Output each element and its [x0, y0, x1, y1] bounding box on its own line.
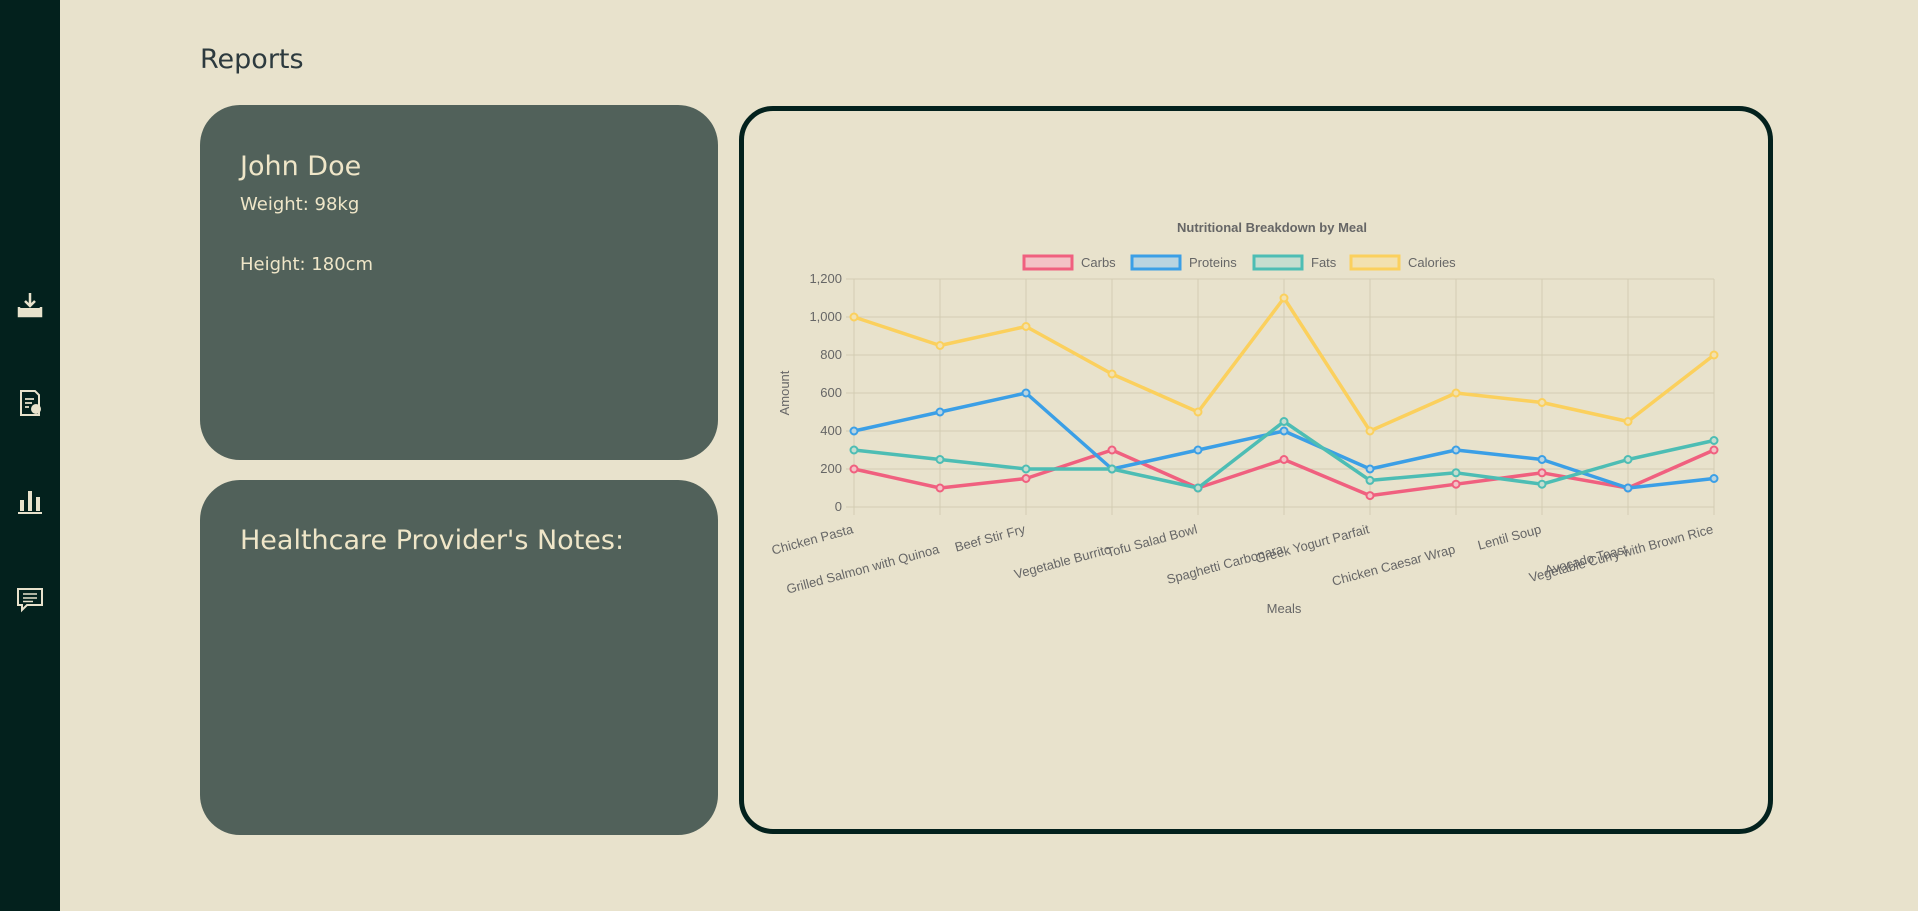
report-document-icon[interactable] [12, 385, 48, 421]
x-tick-label: Chicken Pasta [770, 521, 856, 557]
legend-label-calories: Calories [1408, 255, 1456, 270]
data-point-fats [1537, 479, 1547, 489]
data-point-carbs [1279, 455, 1289, 464]
legend-label-carbs: Carbs [1081, 255, 1116, 270]
y-tick-label: 600 [820, 385, 842, 400]
x-tick-label: Chicken Caesar Wrap [1330, 541, 1456, 588]
chart-panel: Nutritional Breakdown by Meal Carbs Protei… [739, 106, 1773, 834]
data-point-carbs [1537, 468, 1547, 478]
data-point-carbs [935, 483, 945, 493]
data-point-calories [1021, 322, 1031, 331]
data-point-proteins [1537, 455, 1547, 464]
x-axis-title: Meals [1267, 601, 1302, 616]
data-point-calories [1107, 369, 1117, 379]
chart-title: Nutritional Breakdown by Meal [1177, 220, 1367, 235]
legend-swatch-carbs [1022, 254, 1074, 271]
data-point-calories [1193, 407, 1203, 417]
data-point-calories [1537, 398, 1547, 407]
data-point-carbs [1107, 445, 1117, 455]
patient-name: John Doe [240, 151, 362, 182]
data-point-fats [1193, 483, 1203, 493]
legend-label-proteins: Proteins [1189, 255, 1237, 270]
data-point-carbs [1451, 479, 1461, 489]
provider-notes-card: Healthcare Provider's Notes: [200, 480, 718, 835]
legend-label-fats: Fats [1311, 255, 1337, 270]
data-point-fats [1451, 468, 1461, 478]
data-point-calories [1451, 388, 1461, 398]
data-point-fats [1623, 455, 1633, 464]
page-title: Reports [200, 44, 304, 75]
data-point-proteins [935, 407, 945, 417]
data-point-proteins [1365, 464, 1375, 474]
data-point-calories [1365, 426, 1375, 436]
legend-swatch-fats [1252, 254, 1304, 271]
data-point-fats [1021, 464, 1031, 474]
y-tick-label: 200 [820, 461, 842, 476]
message-icon[interactable] [12, 581, 48, 617]
data-point-proteins [1021, 388, 1031, 398]
y-tick-label: 1,200 [809, 271, 842, 286]
notes-title: Healthcare Provider's Notes: [240, 525, 625, 556]
data-point-proteins [1451, 445, 1461, 455]
x-tick-label: Grilled Salmon with Quinoa [785, 541, 942, 596]
x-tick-label: Lentil Soup [1476, 521, 1543, 552]
x-tick-label: Beef Stir Fry [953, 521, 1027, 554]
data-point-fats [1107, 464, 1117, 474]
y-tick-label: 0 [835, 499, 842, 514]
data-point-carbs [1709, 445, 1719, 455]
data-point-calories [1623, 417, 1633, 426]
patient-height: Height: 180cm [240, 254, 374, 275]
data-point-calories [1279, 293, 1289, 303]
y-tick-label: 800 [820, 347, 842, 362]
patient-profile-card: John Doe Weight: 98kg Height: 180cm [200, 105, 718, 460]
bar-chart-icon[interactable] [12, 483, 48, 519]
data-point-carbs [1021, 474, 1031, 483]
legend-swatch-calories [1349, 254, 1401, 271]
data-point-fats [935, 455, 945, 464]
x-tick-label: Vegetable Burrito [1013, 541, 1113, 581]
data-point-proteins [1623, 483, 1633, 493]
data-point-proteins [849, 426, 859, 436]
data-point-fats [1279, 417, 1289, 426]
y-axis-title: Amount [777, 370, 792, 415]
data-point-calories [849, 312, 859, 322]
sidebar [0, 0, 60, 911]
data-point-fats [1709, 436, 1719, 445]
y-tick-label: 1,000 [809, 309, 842, 324]
data-point-proteins [1193, 445, 1203, 455]
data-point-carbs [849, 464, 859, 474]
data-point-calories [935, 341, 945, 350]
patient-weight: Weight: 98kg [240, 194, 360, 215]
data-point-fats [849, 445, 859, 455]
data-point-calories [1709, 350, 1719, 360]
legend-swatch-proteins [1130, 254, 1182, 271]
nutrition-line-chart: Nutritional Breakdown by Meal Carbs Protei… [770, 220, 1719, 616]
data-point-proteins [1709, 474, 1719, 483]
x-tick-label: Tofu Salad Bowl [1105, 521, 1199, 560]
data-point-carbs [1365, 491, 1375, 501]
y-tick-label: 400 [820, 423, 842, 438]
x-tick-label: Vegetable Curry with Brown Rice [1527, 521, 1714, 585]
data-point-proteins [1279, 426, 1289, 436]
data-point-fats [1365, 475, 1375, 485]
inbox-download-icon[interactable] [12, 287, 48, 323]
